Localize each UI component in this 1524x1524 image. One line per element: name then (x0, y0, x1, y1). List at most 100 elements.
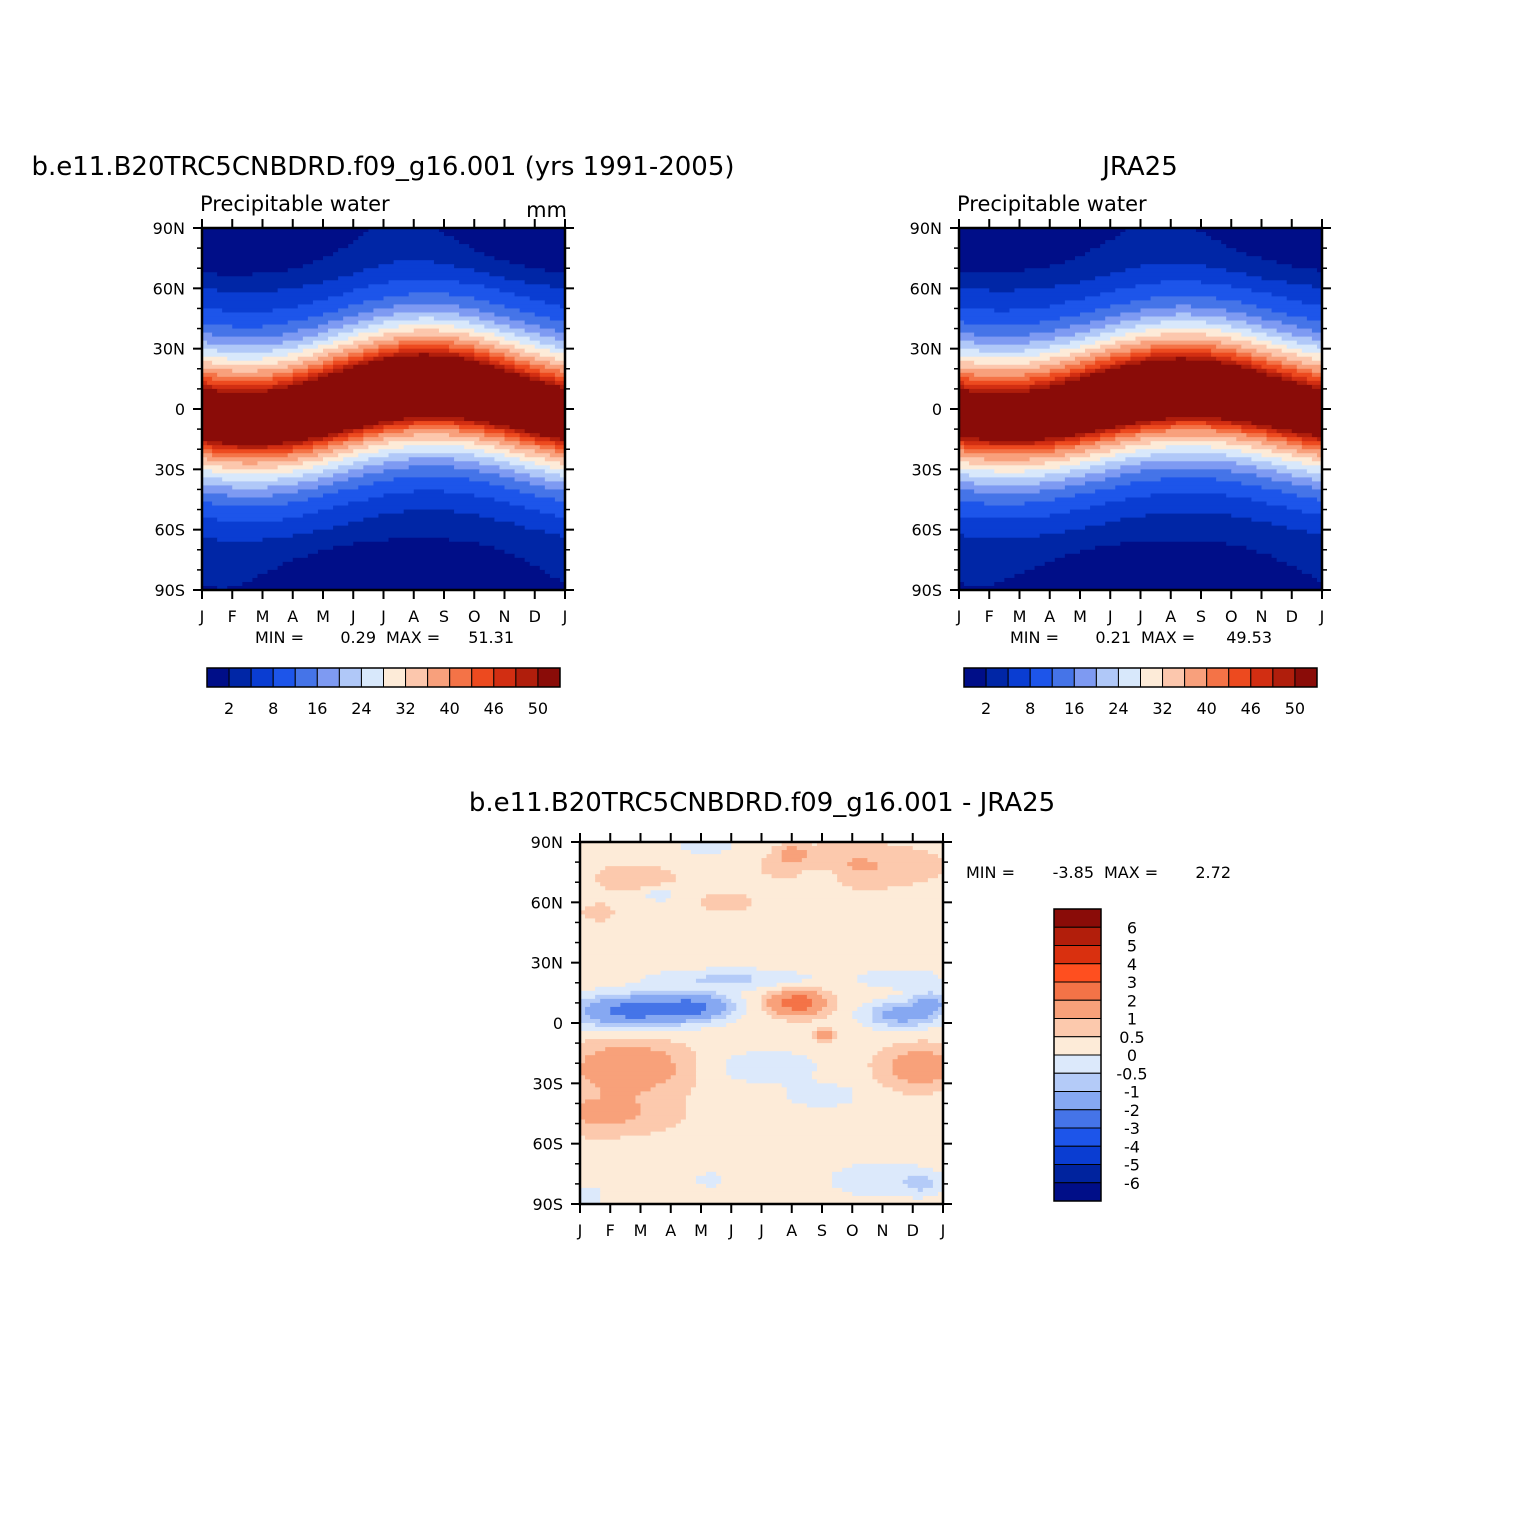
panel2-colorbar-swatch (1029, 667, 1053, 688)
panel2-contour-cell (959, 453, 1066, 458)
panel1-contour-cell (449, 344, 475, 350)
panel2-contour-cell (1029, 376, 1056, 382)
panel2-contour-cell (984, 457, 1031, 462)
panel2-contour-cell (1095, 360, 1116, 366)
panel1-contour-cell (494, 517, 566, 523)
panel3-contour-cell (852, 1087, 894, 1092)
panel3-contour-cell (751, 978, 803, 984)
panel1-contour-cell (202, 453, 213, 458)
panel1-contour-cell (202, 228, 369, 233)
panel3-contour-cell (595, 1023, 682, 1028)
panel2-contour-cell (1130, 300, 1242, 306)
panel3-contour-cell (786, 1087, 853, 1092)
panel1-contour-cell (403, 509, 455, 515)
panel1-contour-cell (312, 449, 334, 454)
panel2-contour-cell (1241, 449, 1273, 454)
panel2-contour-cell (1090, 505, 1288, 511)
panel3-contour-cell (580, 1095, 601, 1101)
panel3-contour-cell (912, 882, 944, 887)
panel2-contour-cell (1206, 264, 1293, 269)
panel3-contour-cell (580, 954, 944, 960)
panel2-contour-cell (1266, 501, 1323, 507)
panel2-contour-cell (1296, 352, 1323, 358)
panel2-contour-cell (1311, 573, 1323, 579)
panel1-contour-cell (413, 421, 455, 426)
panel1-contour-cell (398, 340, 455, 346)
panel3-contour-cell (811, 1035, 818, 1040)
panel3-contour-cell (766, 854, 783, 859)
panel3-contour-cell (882, 1010, 934, 1016)
panel2-colorbar-label: 40 (1197, 699, 1217, 718)
panel1-contour-cell (504, 433, 521, 438)
panel2-contour-cell (1266, 332, 1293, 338)
panel1-contour-cell (559, 473, 566, 478)
panel2-contour-cell (1044, 461, 1081, 466)
panel1-contour-cell (408, 292, 450, 297)
panel3-contour-cell (580, 950, 944, 956)
panel2-contour-cell (1301, 300, 1323, 306)
panel2-contour-cell (1029, 332, 1076, 338)
panel2-contour-cell (1105, 348, 1132, 354)
panel3-contour-cell (595, 918, 606, 924)
panel2-contour-cell (1306, 316, 1323, 322)
panel1-contour-cell (499, 288, 566, 293)
panel3-contour-cell (842, 1187, 919, 1193)
panel1-contour-cell (282, 332, 319, 338)
panel1-contour-cell (524, 368, 541, 374)
panel3-contour-cell (580, 926, 944, 932)
panel1-contour-cell (459, 312, 496, 318)
panel2-contour-cell (959, 461, 970, 466)
panel1-contour-cell (292, 380, 304, 386)
panel1-contour-cell (328, 328, 354, 334)
panel3-contour-cell (736, 1002, 747, 1008)
panel1-y-tick-label: 30N (153, 340, 185, 359)
panel1-contour-cell (474, 328, 501, 334)
panel1-contour-cell (202, 497, 309, 503)
panel2-contour-cell (1306, 376, 1323, 382)
panel3-contour-cell (680, 998, 692, 1004)
panel3-contour-cell (615, 910, 944, 915)
panel1-contour-cell (494, 457, 521, 462)
panel1-contour-cell (484, 252, 566, 257)
panel2-contour-cell (959, 565, 1036, 571)
panel1-contour-cell (207, 457, 299, 462)
panel3-contour-cell (816, 1079, 879, 1084)
panel2-contour-cell (1256, 348, 1283, 354)
panel2-contour-cell (1054, 449, 1086, 454)
panel1-contour-cell (398, 324, 455, 330)
panel1-contour-cell (378, 433, 415, 438)
panel1-contour-cell (307, 372, 319, 378)
panel1-contour-cell (358, 312, 395, 318)
panel1-contour-cell (202, 541, 354, 547)
panel1-contour-cell (393, 312, 460, 318)
panel3-contour-cell (580, 1031, 813, 1036)
panel1-contour-cell (202, 340, 208, 346)
panel1-contour-cell (519, 433, 531, 438)
panel3-contour-cell (761, 994, 773, 1000)
panel1-y-tick-label: 60N (153, 279, 185, 298)
panel1-contour-cell (373, 481, 490, 487)
panel3-contour-cell (832, 1175, 909, 1181)
panel2-contour-cell (1085, 252, 1247, 257)
panel3-contour-cell (680, 1119, 944, 1125)
panel1-contour-cell (202, 344, 299, 350)
panel2-contour-cell (1100, 292, 1273, 297)
panel3-contour-cell (882, 1014, 929, 1020)
panel2-contour-cell (964, 441, 990, 446)
panel2-contour-cell (1080, 437, 1101, 442)
panel2-min-label: MIN = (1010, 628, 1059, 647)
panel2-variable-label: Precipitable water (957, 192, 1147, 216)
panel2-contour-cell (994, 469, 1026, 474)
panel2-y-tick-label: 90S (911, 581, 942, 600)
panel2-contour-cell (1125, 332, 1162, 338)
panel2-contour-cell (1251, 364, 1263, 370)
panel2-contour-cell (959, 252, 1086, 257)
panel1-contour-cell (333, 340, 354, 346)
panel1-contour-cell (373, 356, 385, 362)
panel2-contour-cell (1165, 429, 1217, 434)
panel2-x-tick-label: J (1107, 607, 1113, 626)
panel1-contour-cell (202, 356, 228, 362)
panel3-contour-cell (580, 1183, 707, 1189)
panel3-contour-cell (811, 1059, 874, 1064)
